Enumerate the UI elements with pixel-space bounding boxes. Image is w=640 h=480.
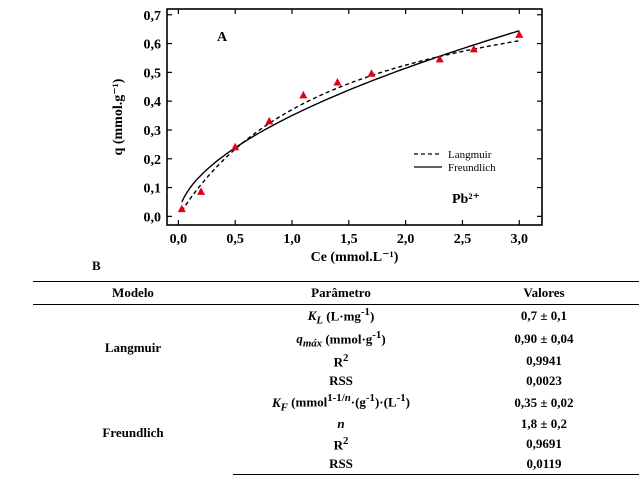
y-tick-label: 0,3 [144,124,162,139]
table-header-row: Modelo Parâmetro Valores [33,281,639,305]
panel-label-b: B [92,258,101,273]
data-point [469,44,478,53]
value-cell: 0,7 ± 0,1 [520,308,568,324]
y-tick-label: 0,5 [144,66,162,81]
x-tick-label: 2,5 [454,232,472,247]
x-tick-label: 3,0 [511,232,529,247]
data-point [265,116,274,125]
y-tick-label: 0,0 [144,210,162,225]
data-point [367,69,376,77]
param-r2: R2 [333,435,349,453]
param-rss: RSS [329,373,353,389]
value-cell: 1,8 ± 0,2 [520,416,568,432]
param-r2: R2 [333,351,349,370]
plot-frame [166,8,543,226]
x-tick-label: 0,0 [170,232,188,247]
data-point [515,30,524,38]
header-model: Modelo [33,281,233,305]
model-name-freundlich: Freundlich [102,425,164,441]
data-point [333,77,342,86]
header-parameter: Parâmetro [233,281,449,305]
y-tick-label: 0,2 [144,153,162,168]
param-kl: KL (L·mg-1) [307,306,375,327]
data-point [197,187,206,195]
data-point [299,90,308,99]
table-row: R2 0,9941 [33,351,639,371]
x-tick-label: 0,5 [226,232,244,247]
value-cell: 0,0023 [526,373,562,389]
data-point [177,204,186,213]
header-values: Valores [449,281,639,305]
x-tick-label: 1,5 [340,232,358,247]
ion-annotation: Pb²⁺ [452,192,480,207]
param-qmax: qmáx (mmol·g-1) [296,328,386,350]
table-row: n 1,8 ± 0,2 [33,414,639,434]
x-tick-label: 1,0 [283,232,301,247]
param-kf: KF (mmol1-1/n·(g-1)·(L-1) [272,392,410,414]
y-axis-label: q (mmol.g⁻¹) [111,78,126,155]
legend-label-freundlich: Freundlich [448,162,496,174]
parameter-table: Modelo Parâmetro Valores Langmuir KL (L·… [33,281,639,476]
table-row: R2 0,9691 [33,434,639,454]
table-row: RSS 0,0119 [33,454,639,476]
x-axis-label: Ce (mmol.L⁻¹) [311,250,399,265]
curve-freundlich [181,30,520,203]
table-row: RSS 0,0023 [33,371,639,391]
value-cell: 0,0119 [449,454,639,476]
y-tick-label: 0,7 [144,9,162,24]
y-tick-label: 0,6 [144,38,162,53]
x-tick-label: 2,0 [397,232,415,247]
curve-langmuir [181,40,520,212]
panel-label-a: A [217,30,228,45]
value-cell: 0,90 ± 0,04 [514,331,574,347]
value-cell: 0,9941 [526,353,562,368]
value-cell: 0,9691 [526,436,562,452]
y-tick-label: 0,4 [144,95,162,110]
param-n: n [337,416,345,432]
isotherm-chart: 0,0 0,5 1,0 1,5 2,0 2,5 3,0 0,0 0,1 0,2 0,3 0,4 0,5 0… [111,8,543,265]
data-point [435,54,444,63]
y-tick-label: 0,1 [144,182,162,197]
legend-label-langmuir: Langmuir [448,149,492,161]
value-cell: 0,35 ± 0,02 [514,394,574,410]
model-name-langmuir: Langmuir [104,340,162,356]
table-row: qmáx (mmol·g-1) 0,90 ± 0,04 [33,328,639,351]
param-rss: RSS [233,454,449,476]
table-row: Freundlich KF (mmol1-1/n·(g-1)·(L-1) 0,3… [33,391,639,440]
data-point [231,142,240,151]
table-row: Langmuir KL (L·mg-1) 0,7 ± 0,1 [33,305,639,355]
